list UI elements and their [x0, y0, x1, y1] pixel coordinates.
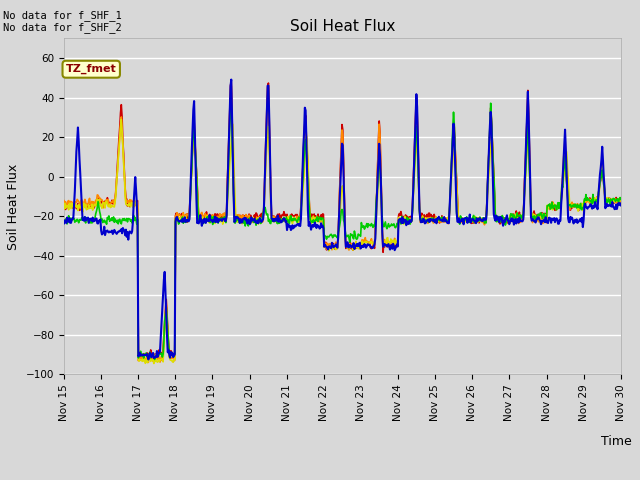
SHF2 — [70, 201, 78, 207]
SHF1 — [412, 116, 419, 121]
SHF3 — [412, 151, 419, 157]
Line: SHF5: SHF5 — [64, 80, 621, 360]
SHF3 — [215, 215, 223, 221]
SHF3 — [186, 215, 193, 220]
SHF3 — [60, 206, 68, 212]
SHF5 — [127, 230, 135, 236]
SHF1 — [214, 215, 222, 220]
SHF3 — [128, 200, 136, 205]
X-axis label: Time: Time — [601, 435, 632, 448]
SHF5 — [214, 219, 222, 225]
SHF2 — [428, 218, 436, 224]
SHF1 — [60, 201, 68, 207]
SHF1 — [127, 199, 135, 204]
SHF5 — [227, 77, 235, 83]
SHF1 — [137, 356, 145, 361]
SHF5 — [145, 357, 152, 362]
SHF3 — [150, 360, 157, 366]
Title: Soil Heat Flux: Soil Heat Flux — [290, 20, 395, 35]
SHF5 — [412, 116, 419, 122]
SHF5 — [185, 218, 193, 224]
SHF4 — [428, 216, 435, 222]
Text: No data for f_SHF_1
No data for f_SHF_2: No data for f_SHF_1 No data for f_SHF_2 — [3, 10, 122, 33]
Line: SHF1: SHF1 — [64, 82, 621, 359]
SHF5 — [70, 202, 78, 208]
SHF2 — [185, 214, 193, 219]
SHF1 — [617, 198, 625, 204]
SHF3 — [70, 205, 78, 211]
SHF4 — [185, 216, 193, 222]
SHF1 — [227, 79, 235, 85]
Line: SHF2: SHF2 — [64, 85, 621, 362]
SHF2 — [214, 214, 222, 220]
SHF2 — [617, 195, 625, 201]
SHF2 — [144, 360, 152, 365]
Y-axis label: Soil Heat Flux: Soil Heat Flux — [7, 163, 20, 250]
SHF4 — [60, 218, 68, 224]
SHF4 — [617, 196, 625, 202]
Line: SHF4: SHF4 — [64, 103, 621, 360]
SHF4 — [411, 156, 419, 162]
SHF2 — [412, 120, 419, 125]
SHF4 — [214, 220, 222, 226]
SHF3 — [617, 196, 625, 202]
SHF2 — [264, 83, 272, 88]
Line: SHF3: SHF3 — [64, 120, 621, 363]
SHF1 — [70, 202, 78, 207]
SHF5 — [60, 220, 68, 226]
SHF4 — [151, 357, 159, 362]
SHF3 — [428, 215, 436, 221]
SHF5 — [617, 203, 625, 208]
Text: TZ_fmet: TZ_fmet — [66, 64, 116, 74]
SHF4 — [127, 217, 135, 223]
SHF3 — [118, 117, 125, 122]
SHF5 — [428, 217, 436, 223]
SHF4 — [487, 100, 495, 106]
SHF1 — [428, 217, 436, 223]
SHF2 — [60, 198, 68, 204]
SHF4 — [70, 216, 78, 221]
SHF2 — [127, 197, 135, 203]
SHF1 — [185, 214, 193, 219]
